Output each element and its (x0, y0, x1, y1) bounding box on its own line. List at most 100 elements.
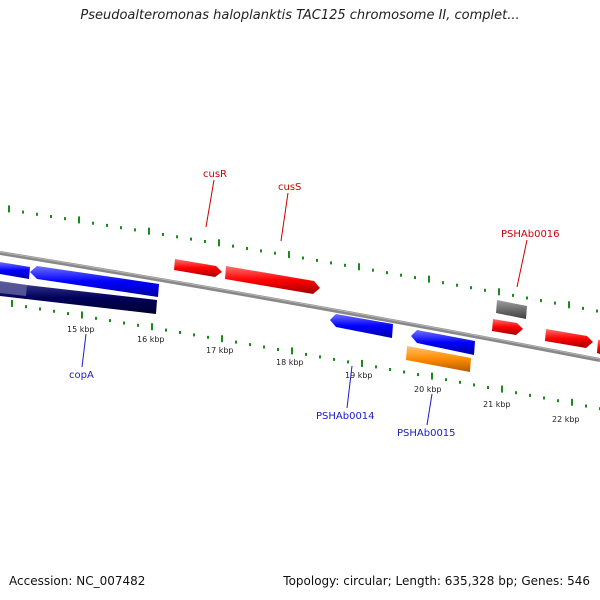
reverse-minor-tick (403, 370, 405, 374)
gene-copA[interactable] (0, 282, 157, 314)
forward-minor-tick (162, 233, 164, 236)
reverse-minor-tick (473, 383, 475, 387)
tick-label-22kbp: 22 kbp (552, 415, 580, 424)
gene-forward-right[interactable] (545, 329, 593, 348)
forward-minor-tick (400, 273, 402, 277)
reverse-minor-tick (585, 404, 587, 408)
forward-major-tick (568, 301, 570, 309)
forward-minor-tick (92, 221, 94, 225)
forward-minor-tick (302, 256, 304, 260)
forward-minor-tick (246, 247, 248, 250)
reverse-major-tick (151, 323, 153, 331)
reverse-minor-tick (389, 368, 391, 371)
forward-major-tick (148, 227, 150, 235)
reverse-minor-tick (543, 396, 545, 400)
gene-PSHAb0014[interactable] (330, 314, 393, 338)
forward-minor-tick (414, 276, 416, 280)
gene-PSHAb0015[interactable] (406, 346, 471, 372)
forward-major-tick (358, 263, 360, 271)
forward-minor-tick (582, 306, 584, 310)
forward-minor-tick (36, 212, 38, 216)
forward-minor-tick (50, 215, 52, 218)
reverse-minor-tick (375, 365, 377, 369)
reverse-minor-tick (529, 393, 531, 397)
gene-reverse-left[interactable] (0, 262, 30, 279)
reverse-major-tick (291, 347, 293, 355)
reverse-major-tick (221, 335, 223, 343)
forward-minor-tick (190, 237, 192, 241)
forward-major-tick (498, 288, 500, 296)
reverse-major-tick (81, 311, 83, 319)
reverse-minor-tick (487, 386, 489, 389)
reverse-minor-tick (95, 316, 97, 320)
forward-major-tick (288, 251, 290, 259)
forward-minor-tick (134, 228, 136, 232)
gene-PSHAb0016-region[interactable] (492, 319, 523, 335)
gene-reverse-mid[interactable] (411, 330, 475, 355)
reverse-minor-tick (417, 373, 419, 377)
gene-label-PSHAb0015[interactable]: PSHAb0015 (397, 428, 456, 439)
reverse-major-tick (431, 372, 433, 380)
gene-PSHAb0016[interactable] (496, 300, 527, 319)
forward-minor-tick (232, 244, 234, 248)
reverse-minor-tick (249, 343, 251, 347)
gene-reverse-left-light[interactable] (0, 281, 27, 296)
forward-minor-tick (470, 286, 472, 290)
forward-minor-tick (540, 299, 542, 303)
reverse-minor-tick (53, 309, 55, 313)
topology-stats: Topology: circular; Length: 635,328 bp; … (283, 574, 590, 588)
gene-label-PSHAb0016[interactable]: PSHAb0016 (501, 229, 560, 240)
reverse-minor-tick (557, 399, 559, 403)
forward-minor-tick (596, 309, 598, 313)
reverse-tick-track (11, 299, 600, 411)
forward-minor-tick (526, 296, 528, 300)
gene-label-cusR[interactable]: cusR (203, 169, 227, 180)
reverse-major-tick (361, 359, 363, 367)
gene-label-cusS[interactable]: cusS (278, 182, 301, 193)
forward-minor-tick (330, 261, 332, 265)
reverse-minor-tick (207, 335, 209, 339)
reverse-minor-tick (235, 340, 237, 344)
reverse-minor-tick (39, 307, 41, 311)
tick-label-19kbp: 19 kbp (345, 371, 373, 380)
forward-minor-tick (274, 251, 276, 255)
reverse-minor-tick (193, 333, 195, 337)
gene-forward-edge[interactable] (597, 340, 600, 354)
forward-genes (174, 259, 600, 354)
reverse-genes (0, 262, 475, 372)
reverse-minor-tick (25, 305, 27, 309)
reverse-minor-tick (445, 378, 447, 382)
gene-labels: cusR cusS PSHAb0016 copA PSHAb0014 PSHAb… (69, 169, 560, 439)
tick-label-16kbp: 16 kbp (137, 335, 165, 344)
forward-major-tick (78, 216, 80, 224)
gene-cusR[interactable] (174, 259, 222, 277)
gene-cusS[interactable] (225, 266, 320, 294)
forward-minor-tick (106, 223, 108, 227)
reverse-minor-tick (263, 345, 265, 349)
forward-minor-tick (442, 281, 444, 285)
reverse-minor-tick (109, 319, 111, 323)
forward-minor-tick (316, 258, 318, 262)
gene-label-copA[interactable]: copA (69, 370, 94, 381)
tick-label-18kbp: 18 kbp (276, 358, 304, 367)
backbone-line (0, 251, 600, 362)
forward-minor-tick (372, 268, 374, 272)
accession-label: Accession: NC_007482 (9, 574, 146, 588)
reverse-major-tick (11, 299, 13, 307)
forward-minor-tick (64, 217, 66, 221)
reverse-minor-tick (137, 323, 139, 327)
tick-label-17kbp: 17 kbp (206, 346, 234, 355)
forward-minor-tick (386, 271, 388, 275)
forward-minor-tick (484, 288, 486, 292)
gene-label-PSHAb0014[interactable]: PSHAb0014 (316, 411, 375, 422)
forward-major-tick (428, 275, 430, 283)
reverse-minor-tick (319, 355, 321, 359)
gene-copA-upstream[interactable] (30, 266, 159, 297)
reverse-minor-tick (123, 321, 125, 325)
forward-minor-tick (22, 210, 24, 214)
reverse-minor-tick (277, 348, 279, 351)
forward-minor-tick (176, 235, 178, 239)
reverse-major-tick (571, 398, 573, 406)
tick-label-20kbp: 20 kbp (414, 385, 442, 394)
tick-label-21kbp: 21 kbp (483, 400, 511, 409)
